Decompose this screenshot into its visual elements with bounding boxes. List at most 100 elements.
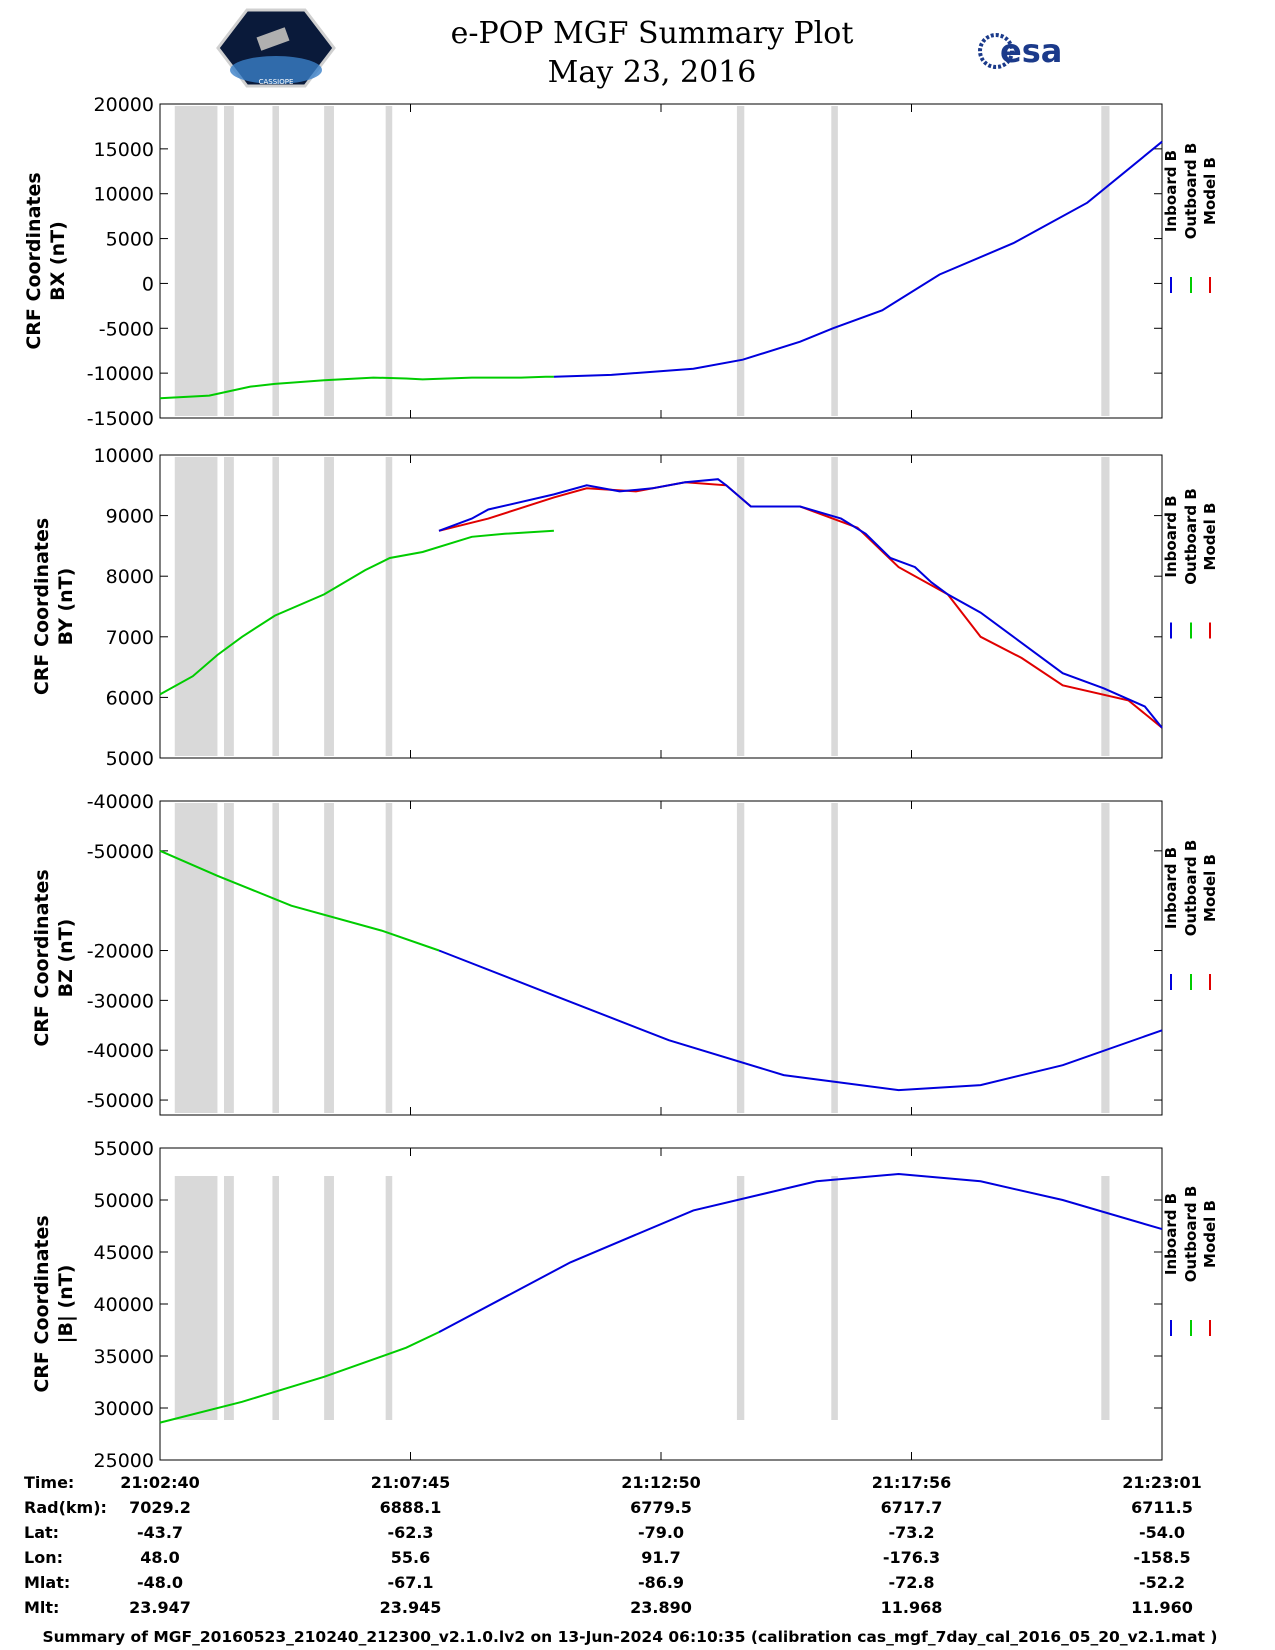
y-tick-label: 8000 bbox=[106, 566, 154, 588]
legend-label-inboard: Inboard B bbox=[1162, 495, 1180, 577]
y-tick-label: 25000 bbox=[94, 1450, 154, 1472]
y-axis-label: CRF Coordinates bbox=[23, 172, 45, 349]
data-gap-7 bbox=[831, 1176, 838, 1420]
y-tick-label: 9000 bbox=[106, 506, 154, 528]
legend-label-outboard: Outboard B bbox=[1182, 840, 1200, 937]
ephemeris-value: -72.8 bbox=[888, 1573, 934, 1592]
data-gap-7 bbox=[831, 803, 838, 1113]
data-gap-8 bbox=[1101, 1176, 1110, 1420]
series-line-outboard bbox=[159, 1331, 440, 1424]
data-gap-3 bbox=[272, 106, 279, 416]
panel-3: -40000 -50000 -20000 -30000 -40000 -50000 CRF … bbox=[31, 791, 1219, 1116]
y-tick-label: -50000 bbox=[87, 1090, 154, 1112]
y-tick-label: 0 bbox=[142, 273, 154, 295]
ephemeris-row-label: Lon: bbox=[24, 1548, 63, 1567]
legend-label-outboard: Outboard B bbox=[1182, 143, 1200, 240]
plot-frame bbox=[159, 800, 1163, 1116]
y-tick-label: -20000 bbox=[87, 941, 154, 963]
data-gap-4 bbox=[324, 803, 334, 1113]
legend-label-model: Model B bbox=[1201, 503, 1219, 571]
data-gap-1 bbox=[174, 803, 218, 1113]
y-tick-label: 10000 bbox=[94, 184, 154, 206]
y-tick-label: 10000 bbox=[94, 445, 154, 467]
data-gap-5 bbox=[385, 803, 393, 1113]
ephemeris-value: -67.1 bbox=[387, 1573, 433, 1592]
y-axis-label: CRF Coordinates bbox=[31, 869, 53, 1046]
data-gap-6 bbox=[736, 106, 745, 416]
data-gap-4 bbox=[324, 1176, 334, 1420]
ephemeris-value: 21:17:56 bbox=[872, 1473, 952, 1492]
ephemeris-value: -43.7 bbox=[137, 1523, 183, 1542]
ephemeris-value: -54.0 bbox=[1139, 1523, 1185, 1542]
ephemeris-value: 48.0 bbox=[140, 1548, 179, 1567]
plot-frame bbox=[159, 454, 1163, 759]
ephemeris-value: -48.0 bbox=[137, 1573, 183, 1592]
ephemeris-row-label: Lat: bbox=[24, 1523, 59, 1542]
ephemeris-value: 7029.2 bbox=[129, 1498, 191, 1517]
data-gap-7 bbox=[831, 106, 838, 416]
plot-frame bbox=[159, 1147, 1163, 1461]
data-gap-3 bbox=[272, 457, 279, 756]
data-gap-2 bbox=[224, 106, 234, 416]
y-tick-label: 20000 bbox=[94, 94, 154, 116]
legend-label-inboard: Inboard B bbox=[1162, 1193, 1180, 1275]
y-tick-label: 6000 bbox=[106, 687, 154, 709]
series-line-inboard bbox=[438, 1172, 1163, 1333]
panel-1: 20000 15000 10000 5000 0 -5000 -10000 -15000 CRF… bbox=[23, 94, 1219, 430]
data-gap-5 bbox=[385, 106, 393, 416]
y-tick-label: 5000 bbox=[106, 748, 154, 770]
y-tick-label: 45000 bbox=[94, 1242, 154, 1264]
y-tick-label: -40000 bbox=[87, 1040, 154, 1062]
y-axis-label: CRF Coordinates bbox=[31, 1215, 53, 1392]
page-title: e-POP MGF Summary Plot bbox=[451, 16, 854, 51]
data-gap-2 bbox=[224, 457, 234, 756]
y-axis-label: |B| (nT) bbox=[55, 1265, 77, 1344]
data-gap-6 bbox=[736, 457, 745, 756]
series-line-inboard bbox=[438, 478, 1163, 729]
y-tick-label: 30000 bbox=[94, 1398, 154, 1420]
panel-2: 10000 9000 8000 7000 6000 5000 CRF Coordinates… bbox=[31, 445, 1219, 770]
y-tick-label: 40000 bbox=[94, 1294, 154, 1316]
ephemeris-row-label: Time: bbox=[24, 1473, 74, 1492]
y-tick-label: -5000 bbox=[99, 318, 154, 340]
ephemeris-value: 6717.7 bbox=[881, 1498, 943, 1517]
y-axis-label: BY (nT) bbox=[55, 568, 77, 646]
legend-label-model: Model B bbox=[1201, 1200, 1219, 1268]
ephemeris-value: 21:12:50 bbox=[621, 1473, 701, 1492]
esa-logo-text: esa bbox=[1000, 32, 1062, 70]
ephemeris-value: -73.2 bbox=[888, 1523, 934, 1542]
data-gap-3 bbox=[272, 1176, 279, 1420]
series-line-model bbox=[438, 481, 1163, 729]
ephemeris-value: -176.3 bbox=[883, 1548, 940, 1567]
legend-label-inboard: Inboard B bbox=[1162, 847, 1180, 929]
footer-caption: Summary of MGF_20160523_210240_212300_v2… bbox=[42, 1628, 1217, 1646]
ephemeris-row-label: Rad(km): bbox=[24, 1498, 107, 1517]
page-date: May 23, 2016 bbox=[548, 55, 757, 90]
ephemeris-value: 55.6 bbox=[391, 1548, 430, 1567]
data-gap-5 bbox=[385, 1176, 393, 1420]
ephemeris-row-label: Mlat: bbox=[24, 1573, 70, 1592]
data-gap-1 bbox=[174, 457, 218, 756]
data-gap-3 bbox=[272, 803, 279, 1113]
ephemeris-value: -79.0 bbox=[638, 1523, 684, 1542]
panel-4: 55000 50000 45000 40000 35000 30000 25000 CRF C… bbox=[31, 1138, 1219, 1472]
ephemeris-value: -62.3 bbox=[387, 1523, 433, 1542]
ephemeris-value: 6779.5 bbox=[630, 1498, 692, 1517]
series-line-outboard bbox=[159, 849, 440, 952]
ephemeris-value: 21:07:45 bbox=[371, 1473, 451, 1492]
ephemeris-value: 6888.1 bbox=[380, 1498, 442, 1517]
data-gap-2 bbox=[224, 1176, 234, 1420]
ephemeris-value: -86.9 bbox=[638, 1573, 684, 1592]
y-tick-label: -50000 bbox=[87, 841, 154, 863]
data-gap-1 bbox=[174, 1176, 218, 1420]
ephemeris-value: 6711.5 bbox=[1131, 1498, 1193, 1517]
y-tick-label: 7000 bbox=[106, 627, 154, 649]
ephemeris-value: -52.2 bbox=[1139, 1573, 1185, 1592]
y-tick-label: -30000 bbox=[87, 990, 154, 1012]
y-tick-label: -40000 bbox=[87, 791, 154, 813]
ephemeris-value: 21:02:40 bbox=[120, 1473, 200, 1492]
ephemeris-value: 21:23:01 bbox=[1122, 1473, 1202, 1492]
data-gap-4 bbox=[324, 106, 334, 416]
ephemeris-value: 91.7 bbox=[641, 1548, 680, 1567]
y-tick-label: -10000 bbox=[87, 363, 154, 385]
